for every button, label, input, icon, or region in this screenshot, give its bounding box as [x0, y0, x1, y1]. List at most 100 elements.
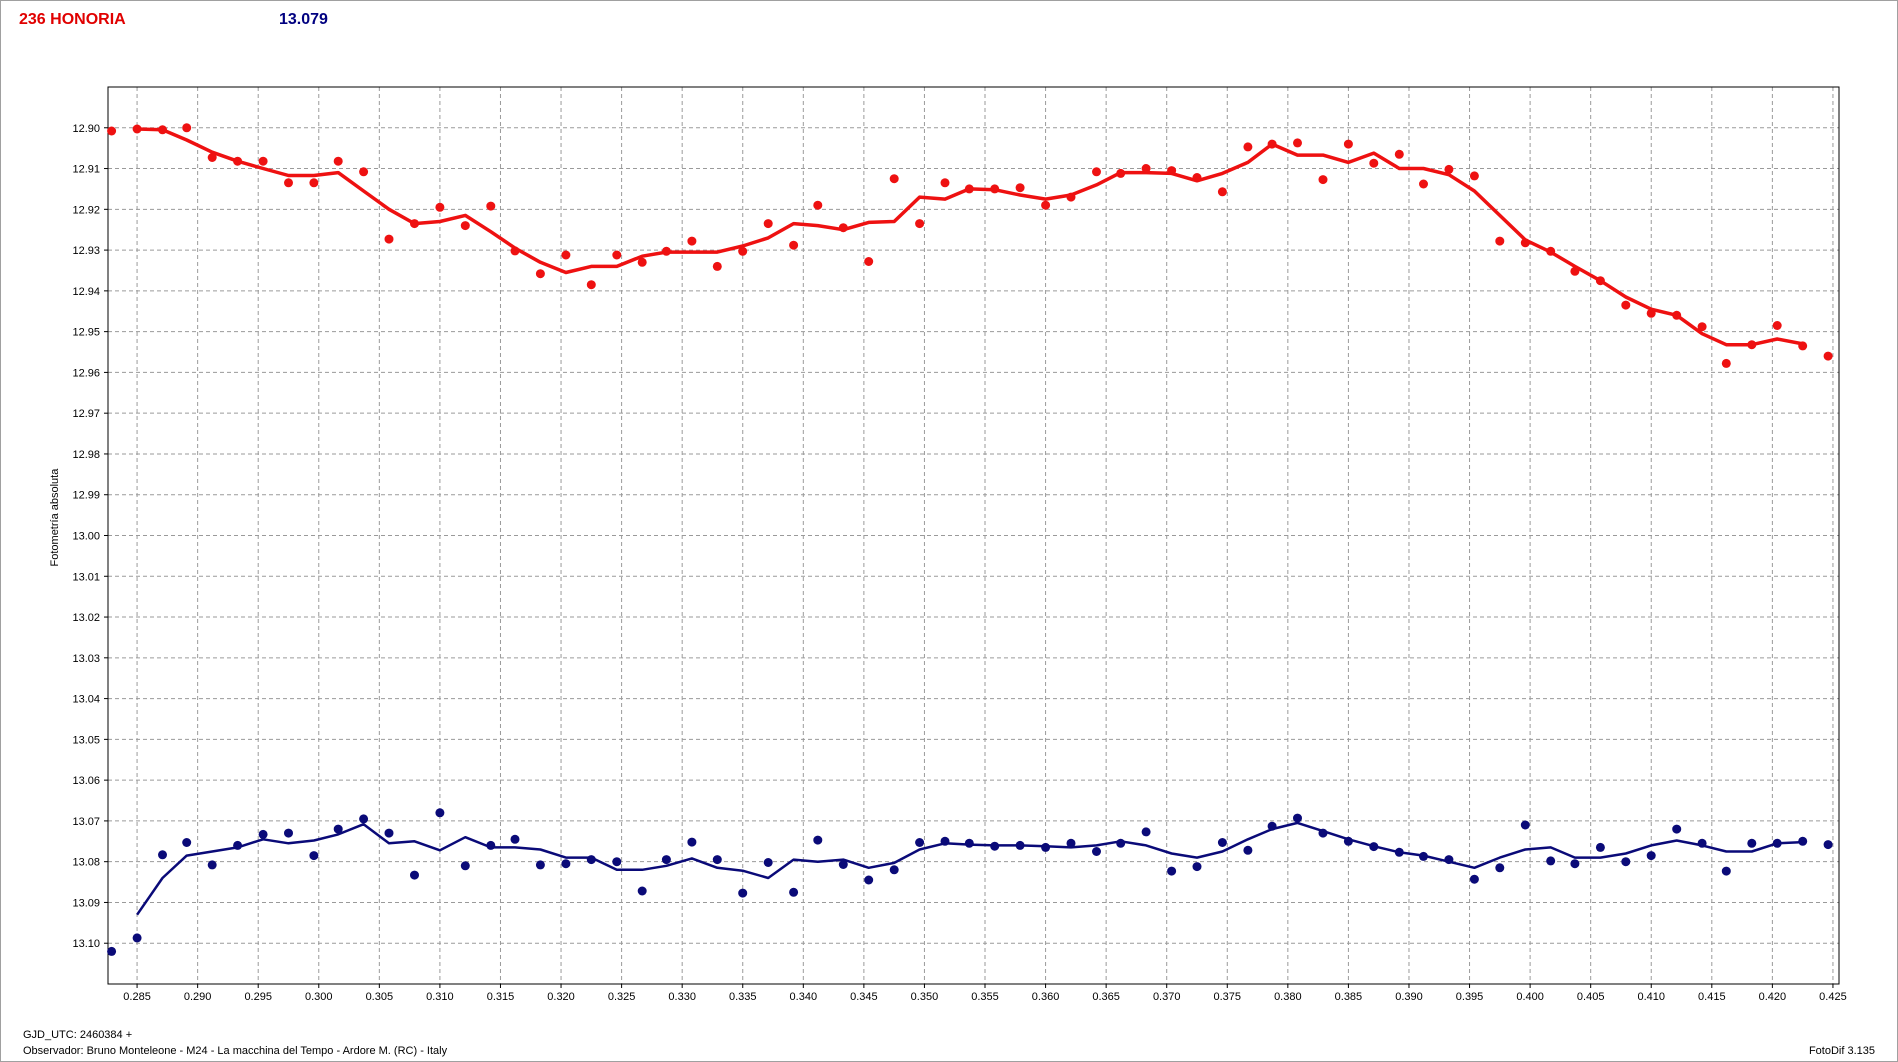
asteroid-data-point — [1343, 139, 1353, 149]
x-tick-label: 0.350 — [911, 991, 939, 1003]
y-tick-label: 13.04 — [72, 694, 100, 706]
comparison-data-point — [586, 855, 596, 865]
asteroid-data-point — [661, 246, 671, 256]
comparison-data-point — [1646, 851, 1656, 861]
asteroid-data-point — [535, 269, 545, 279]
comparison-data-point — [510, 834, 520, 844]
asteroid-data-point — [1167, 166, 1177, 176]
asteroid-data-point — [132, 124, 142, 134]
comparison-data-point — [637, 886, 647, 896]
y-tick-label: 13.08 — [72, 857, 100, 869]
asteroid-data-point — [1823, 351, 1833, 361]
y-tick-label: 12.98 — [72, 449, 100, 461]
observer-label: Observador: Bruno Monteleone - M24 - La … — [23, 1045, 448, 1057]
asteroid-data-point — [1570, 266, 1580, 276]
asteroid-data-point — [738, 246, 748, 256]
asteroid-data-point — [435, 202, 445, 212]
lightcurve-chart: 0.285 0.290 0.295 0.300 0.305 0.310 0.315 0.320… — [49, 86, 1847, 1003]
x-tick-label: 0.330 — [668, 991, 696, 1003]
asteroid-data-point — [1141, 164, 1151, 173]
x-tick-label: 0.365 — [1092, 991, 1120, 1003]
comparison-data-point — [838, 860, 848, 869]
comparison-data-point — [158, 850, 167, 860]
y-tick-label: 13.00 — [72, 531, 100, 543]
y-tick-label: 13.10 — [72, 938, 100, 950]
comparison-data-point — [712, 855, 722, 865]
asteroid-data-point — [284, 178, 293, 188]
asteroid-data-point — [107, 126, 117, 136]
asteroid-data-point — [1394, 149, 1404, 159]
comparison-data-point — [763, 858, 773, 867]
plot-border — [107, 86, 1840, 985]
comparison-data-point — [1747, 838, 1757, 848]
asteroid-data-point — [763, 219, 773, 229]
comparison-data-point — [1672, 824, 1682, 834]
asteroid-data-point — [1469, 171, 1479, 181]
comparison-data-point — [207, 860, 217, 870]
asteroid-data-point — [309, 178, 319, 188]
comparison-data-point — [1520, 820, 1530, 830]
comparison-data-point — [661, 855, 671, 865]
y-tick-label: 12.97 — [72, 408, 100, 420]
asteroid-data-point — [510, 246, 520, 256]
x-tick-label: 0.325 — [608, 991, 636, 1003]
x-tick-label: 0.380 — [1274, 991, 1302, 1003]
comparison-data-point — [1217, 838, 1227, 847]
comparison-data-point — [1570, 859, 1580, 869]
x-tick-label: 0.425 — [1819, 991, 1847, 1003]
comparison-data-point — [1293, 813, 1302, 823]
asteroid-data-point — [687, 236, 697, 246]
comparison-data-point — [460, 861, 470, 871]
comparison-data-point — [1369, 842, 1379, 852]
x-tick-label: 0.285 — [123, 991, 151, 1003]
comparison-data-point — [1495, 863, 1505, 873]
comparison-data-point — [1192, 862, 1202, 872]
comparison-data-point — [940, 836, 950, 846]
asteroid-data-point — [1444, 164, 1454, 174]
asteroid-data-point — [359, 167, 369, 177]
asteroid-data-point — [158, 125, 167, 135]
comparison-data-point — [233, 840, 243, 850]
comparison-data-point — [1141, 827, 1151, 837]
asteroid-data-point — [1747, 340, 1757, 350]
comparison-data-point — [561, 859, 571, 869]
y-tick-label: 13.03 — [72, 653, 100, 665]
asteroid-data-point — [1646, 308, 1656, 318]
y-tick-label: 13.07 — [72, 816, 100, 828]
x-tick-label: 0.290 — [184, 991, 212, 1003]
comparison-data-point — [333, 824, 343, 834]
y-tick-label: 12.90 — [72, 123, 100, 135]
x-tick-label: 0.295 — [244, 991, 272, 1003]
x-tick-label: 0.420 — [1759, 991, 1787, 1003]
asteroid-data-point — [1092, 167, 1101, 177]
x-tick-label: 0.400 — [1516, 991, 1544, 1003]
asteroid-data-point — [586, 280, 596, 290]
comparison-data-point — [1116, 838, 1126, 848]
comparison-data-point — [1343, 836, 1353, 846]
y-tick-label: 12.91 — [72, 164, 100, 176]
asteroid-data-point — [1267, 139, 1277, 149]
asteroid-data-point — [940, 178, 950, 188]
y-tick-label: 13.05 — [72, 734, 100, 746]
asteroid-data-point — [384, 234, 394, 244]
y-axis-label: Fotometría absoluta — [49, 468, 61, 567]
comparison-data-point — [486, 840, 496, 850]
asteroid-data-point — [1546, 246, 1556, 256]
asteroid-data-point — [915, 219, 925, 229]
y-tick-label: 12.94 — [72, 286, 100, 298]
comparison-data-point — [384, 828, 394, 838]
x-tick-label: 0.320 — [547, 991, 575, 1003]
comparison-data-point — [1798, 836, 1808, 846]
comparison-data-point — [915, 838, 925, 847]
asteroid-data-point — [1293, 138, 1302, 148]
asteroid-data-point — [333, 156, 343, 166]
asteroid-data-point — [1721, 358, 1731, 368]
comparison-data-point — [1419, 851, 1428, 861]
asteroid-data-point — [182, 123, 192, 133]
comparison-data-point — [1444, 855, 1454, 865]
asteroid-data-point — [864, 257, 874, 266]
asteroid-data-point — [1520, 238, 1530, 248]
comparison-data-point — [1721, 866, 1731, 876]
asteroid-data-point — [1672, 310, 1682, 320]
comparison-data-point — [864, 875, 874, 885]
